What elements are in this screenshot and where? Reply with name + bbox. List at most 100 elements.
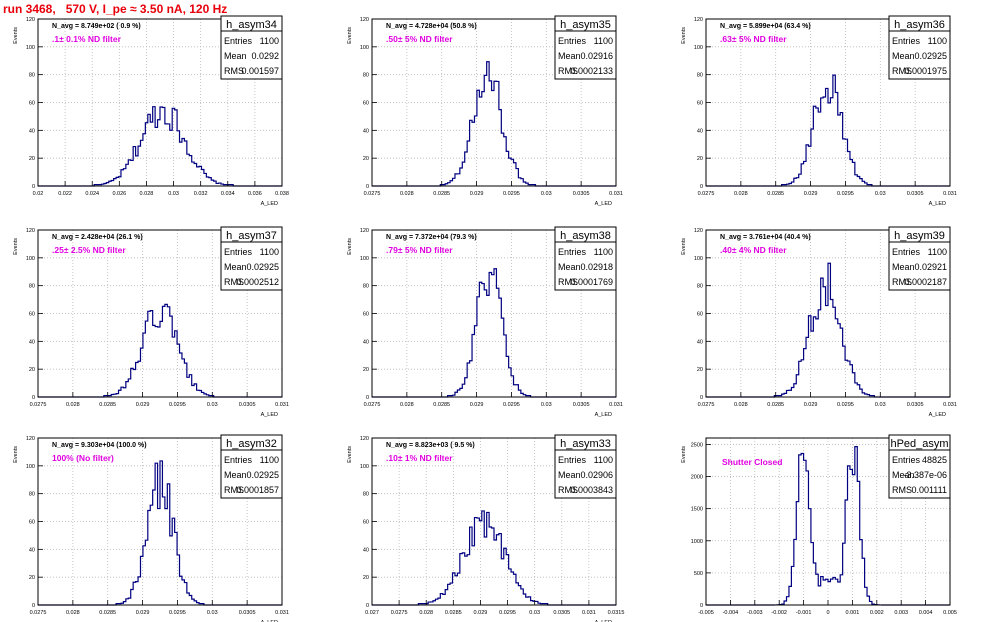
y-tick-label: 40 xyxy=(29,547,35,553)
stats-label: Mean xyxy=(558,470,581,480)
y-tick-label: 120 xyxy=(360,17,369,23)
stats-label: Mean xyxy=(558,262,581,272)
histogram-name: h_asym37 xyxy=(226,230,277,242)
x-tick-label: 0.0285 xyxy=(767,402,784,408)
y-tick-label: 20 xyxy=(363,575,369,581)
x-tick-label: 0.038 xyxy=(275,191,289,197)
x-tick-label: 0.028 xyxy=(400,402,414,408)
stats-label: RMS xyxy=(892,66,912,76)
y-tick-label: 60 xyxy=(29,312,35,318)
x-tick-label: 0.003 xyxy=(894,610,908,616)
x-tick-label: 0.028 xyxy=(66,402,80,408)
x-tick-label: 0.031 xyxy=(582,610,596,616)
n-avg-label: N_avg = 8.749e+02 ( 0.9 %) xyxy=(52,23,141,30)
stats-value: 0.02921 xyxy=(914,262,947,272)
x-tick-label: 0.001 xyxy=(846,610,860,616)
x-tick-label: 0.022 xyxy=(58,191,72,197)
x-tick-label: 0.03 xyxy=(207,402,218,408)
y-tick-label: 60 xyxy=(363,520,369,526)
stats-value: 0.0292 xyxy=(251,51,279,61)
stats-value: 0.02925 xyxy=(914,51,947,61)
x-tick-label: 0.03 xyxy=(168,191,179,197)
x-tick-label: 0.03 xyxy=(541,191,552,197)
y-tick-label: 100 xyxy=(360,45,369,51)
x-tick-label: 0.0305 xyxy=(239,610,256,616)
histogram-pad-h_asym33: 0.027 0.0275 0.028 0.0285 0.029 0.0295 0.03 0.0… xyxy=(347,434,625,622)
histogram-pad-hPed_asym: -0.005 -0.004 -0.003 -0.002 -0.001 0 0.001 0.00… xyxy=(681,434,957,616)
n-avg-label: N_avg = 7.372e+04 (79.3 %) xyxy=(386,234,477,241)
n-avg-label: N_avg = 2.428e+04 (26.1 %) xyxy=(52,234,143,241)
y-axis-label: Events xyxy=(681,238,687,255)
x-tick-label: 0.0305 xyxy=(907,402,924,408)
stats-label: Mean xyxy=(892,51,915,61)
histogram-pad-h_asym38: 0.0275 0.028 0.0285 0.029 0.0295 0.03 0.0305 0.… xyxy=(347,226,623,418)
x-tick-label: 0.0285 xyxy=(767,191,784,197)
x-tick-label: 0.031 xyxy=(275,610,289,616)
stats-value: 0.0002187 xyxy=(904,277,947,287)
y-axis-label: Events xyxy=(347,238,353,255)
x-axis-label: A_LED xyxy=(595,620,612,622)
stats-label: Mean xyxy=(892,262,915,272)
stats-value: 1100 xyxy=(928,36,947,46)
x-axis-label: A_LED xyxy=(595,412,612,418)
stats-label: Entries xyxy=(224,247,253,257)
histogram-name: h_asym38 xyxy=(560,230,611,242)
y-tick-label: 120 xyxy=(360,436,369,442)
y-tick-label: 1500 xyxy=(691,507,703,513)
stats-value: 0.0002133 xyxy=(570,66,613,76)
x-tick-label: 0.028 xyxy=(400,191,414,197)
stats-value: 0.02916 xyxy=(580,51,613,61)
y-tick-label: 20 xyxy=(697,156,703,162)
x-tick-label: 0.034 xyxy=(221,191,235,197)
x-tick-label: 0.004 xyxy=(919,610,933,616)
x-tick-label: 0.0315 xyxy=(608,610,625,616)
y-tick-label: 40 xyxy=(697,339,703,345)
x-tick-label: 0.031 xyxy=(275,402,289,408)
stats-value: 0.0003843 xyxy=(570,485,613,495)
y-tick-label: 80 xyxy=(363,492,369,498)
y-tick-label: 60 xyxy=(363,101,369,107)
n-avg-label: N_avg = 3.761e+04 (40.4 %) xyxy=(720,234,811,241)
stats-label: RMS xyxy=(558,485,578,495)
x-tick-label: 0.0295 xyxy=(169,610,186,616)
x-tick-label: 0.0285 xyxy=(433,191,450,197)
y-tick-label: 80 xyxy=(29,73,35,79)
y-tick-label: 80 xyxy=(697,73,703,79)
x-tick-label: 0.029 xyxy=(136,402,150,408)
x-tick-label: 0.028 xyxy=(140,191,154,197)
filter-label: .1± 0.1% ND filter xyxy=(52,34,122,44)
x-axis-label: A_LED xyxy=(929,412,946,418)
y-axis-label: Events xyxy=(13,238,19,255)
x-tick-label: 0.029 xyxy=(470,191,484,197)
filter-label: 100% (No filter) xyxy=(52,453,114,463)
y-axis-label: Events xyxy=(13,446,19,463)
x-tick-label: 0.028 xyxy=(734,191,748,197)
y-tick-label: 40 xyxy=(697,128,703,134)
y-tick-label: 100 xyxy=(360,256,369,262)
y-axis-label: Events xyxy=(347,27,353,44)
x-tick-label: 0.0275 xyxy=(30,610,47,616)
stats-label: Entries xyxy=(224,455,253,465)
stats-box xyxy=(888,15,951,80)
x-axis-label: A_LED xyxy=(261,201,278,207)
y-tick-label: 20 xyxy=(363,156,369,162)
y-tick-label: 0 xyxy=(700,184,703,190)
filter-label: Shutter Closed xyxy=(722,457,782,467)
stats-label: Mean xyxy=(224,51,247,61)
stats-value: 0.0001975 xyxy=(904,66,947,76)
y-tick-label: 60 xyxy=(29,520,35,526)
y-tick-label: 0 xyxy=(366,603,369,609)
y-tick-label: 500 xyxy=(694,571,703,577)
x-tick-label: 0.0305 xyxy=(573,191,590,197)
stats-label: RMS xyxy=(224,277,244,287)
histogram-name: hPed_asym xyxy=(890,438,948,450)
y-axis-label: Events xyxy=(681,446,687,463)
y-tick-label: 80 xyxy=(29,284,35,290)
x-tick-label: 0.03 xyxy=(875,191,886,197)
stats-value: 1100 xyxy=(594,247,613,257)
x-tick-label: 0.0275 xyxy=(698,191,715,197)
x-tick-label: 0.0275 xyxy=(30,402,47,408)
n-avg-label: N_avg = 4.728e+04 (50.8 %) xyxy=(386,23,477,30)
y-tick-label: 40 xyxy=(29,128,35,134)
